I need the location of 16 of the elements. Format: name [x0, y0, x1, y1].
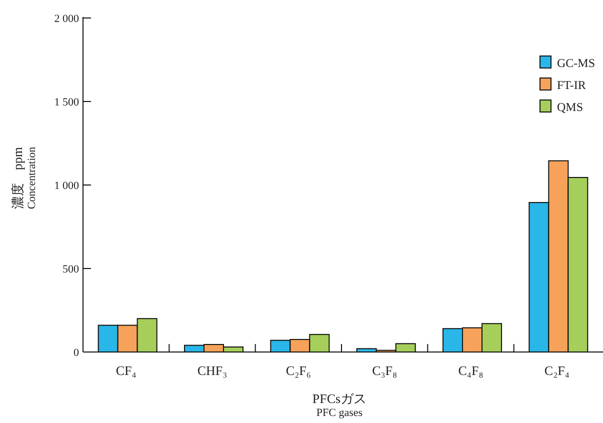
y-tick-label: 2 000 — [54, 13, 80, 25]
y-tick-label: 1 500 — [54, 96, 80, 108]
x-axis-title: PFCsガス PFC gases — [312, 391, 367, 419]
y-axis-title: 濃度 ppm Concentration — [10, 146, 38, 210]
legend-label: QMS — [557, 100, 584, 114]
y-tick-label: 500 — [62, 264, 80, 276]
x-tick-label: CF₄ — [116, 363, 137, 378]
x-tick-label: C₂F₄ — [544, 363, 570, 378]
y-tick-label: 1 000 — [54, 180, 80, 192]
x-tick-label: C₂F₆ — [286, 363, 311, 378]
legend-label: FT-IR — [557, 78, 586, 92]
x-tick-label: CHF₃ — [197, 363, 228, 378]
x-tick-label: C₃F₈ — [372, 363, 398, 378]
x-tick-label: C₄F₈ — [458, 363, 484, 378]
legend-label: GC-MS — [557, 56, 596, 70]
y-tick-label: 0 — [74, 347, 80, 359]
